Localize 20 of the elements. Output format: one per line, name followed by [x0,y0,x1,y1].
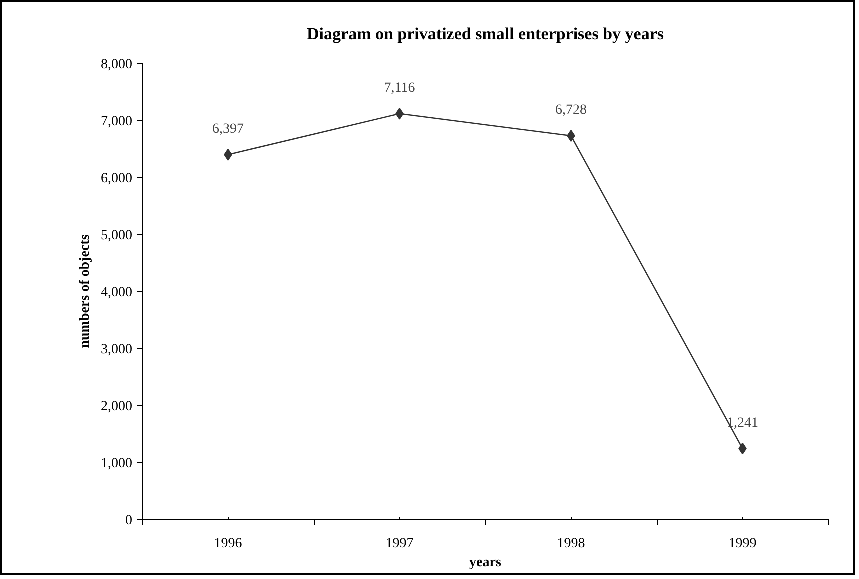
data-label: 6,397 [212,122,244,137]
x-tick-label: 1997 [386,536,414,552]
y-tick-label: 6,000 [101,172,132,186]
x-tick-label: 1996 [214,536,242,552]
x-tick-label: 1998 [557,536,586,552]
x-axis-title: years [470,556,502,570]
y-tick-label: 8,000 [101,58,132,72]
data-label: 7,116 [384,80,416,96]
data-label: 6,728 [556,103,587,118]
chart-title: Diagram on privatized small enterprises by years [307,24,664,44]
y-tick-label: 5,000 [101,228,132,244]
y-tick-label: 4,000 [101,286,132,300]
data-label: 1,241 [727,416,758,431]
x-tick-label: 1999 [728,536,757,552]
y-tick-label: 1,000 [101,456,132,472]
y-tick-label: 0 [126,514,132,528]
y-axis-title: numbers of objects [78,234,93,348]
y-tick-label: 7,000 [101,114,132,130]
y-tick-label: 2,000 [101,400,132,414]
y-tick-label: 3,000 [101,342,132,358]
